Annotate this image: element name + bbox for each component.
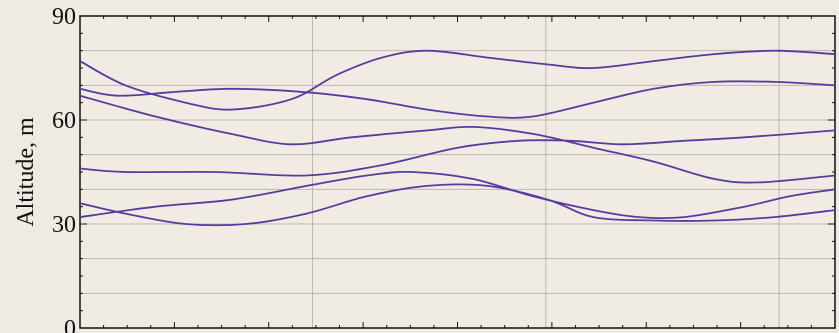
y-axis-ticks: 0 30 60 90	[52, 4, 76, 333]
y-tick-label: 60	[52, 108, 76, 134]
series-line-3	[79, 80, 836, 119]
grid	[80, 16, 835, 328]
series-line-5	[79, 170, 836, 220]
y-axis-label: Altitude, m	[13, 117, 39, 227]
series-group	[79, 49, 836, 227]
plot-frame	[79, 15, 836, 329]
y-tick-label: 30	[52, 212, 76, 238]
series-line-1	[79, 129, 836, 177]
series-line-2	[79, 94, 836, 184]
y-tick-label: 0	[64, 316, 76, 333]
series-line-6	[79, 183, 836, 227]
y-tick-label: 90	[52, 4, 76, 30]
series-line-4	[79, 49, 836, 111]
